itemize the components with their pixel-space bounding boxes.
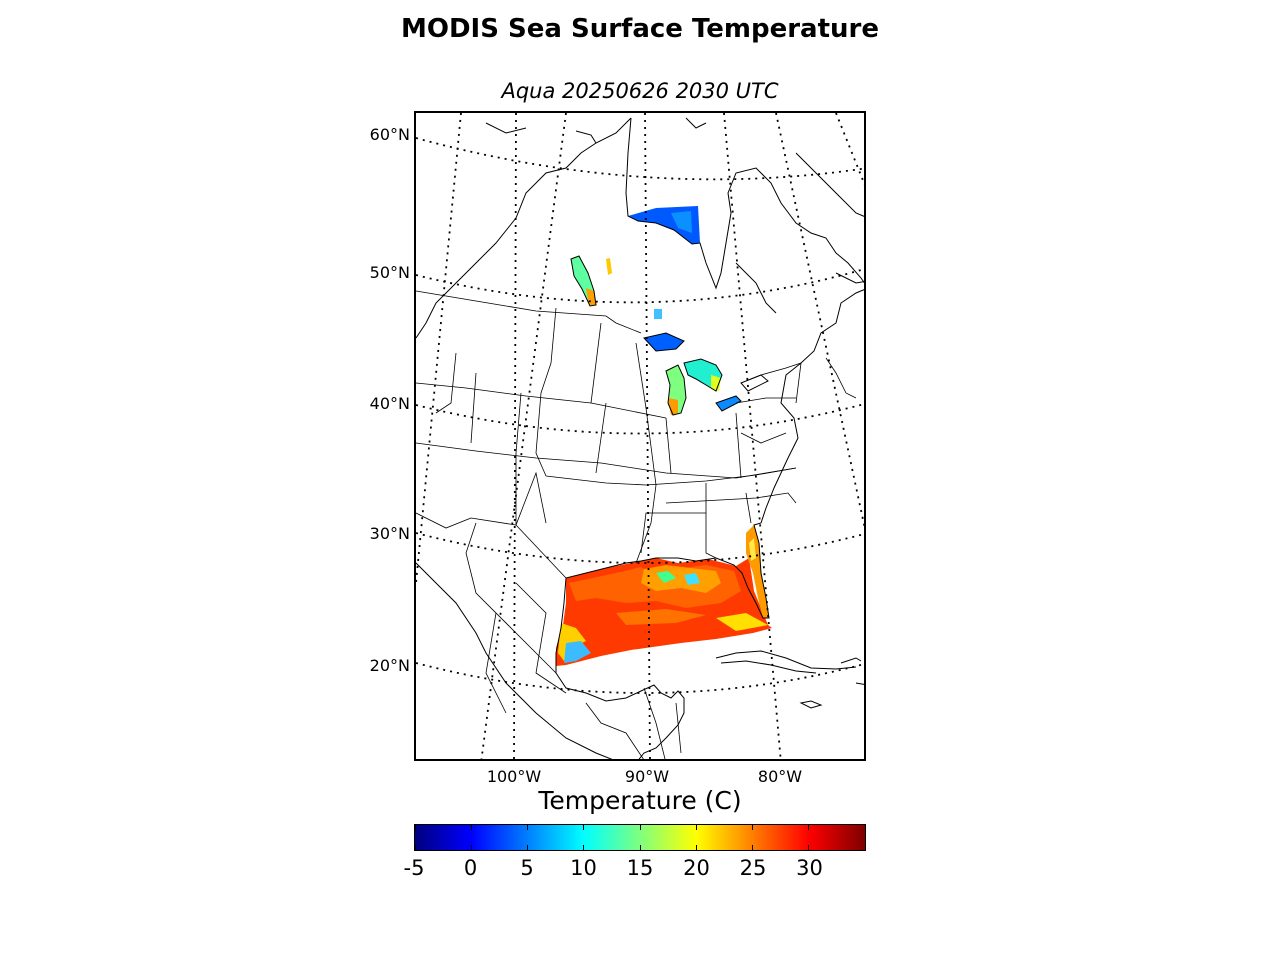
lon-label-100w: 100°W bbox=[486, 767, 542, 786]
colorbar-tick-mark bbox=[807, 825, 809, 830]
colorbar-tick-label: 30 bbox=[796, 856, 823, 880]
colorbar-tick-mark bbox=[527, 825, 529, 830]
map-frame bbox=[414, 111, 866, 761]
colorbar-tick-label: 25 bbox=[739, 856, 767, 880]
colorbar-tick-mark bbox=[471, 845, 473, 850]
figure-subtitle: Aqua 20250626 2030 UTC bbox=[501, 79, 779, 103]
colorbar-tick-mark bbox=[583, 825, 585, 830]
lon-label-80w: 80°W bbox=[757, 767, 803, 786]
colorbar-tick-label: 0 bbox=[463, 856, 478, 880]
map-canvas bbox=[416, 113, 864, 759]
colorbar bbox=[414, 824, 866, 851]
colorbar-tick-mark bbox=[807, 845, 809, 850]
colorbar-tick-label: 15 bbox=[626, 856, 654, 880]
lat-label-20n: 20°N bbox=[369, 656, 410, 675]
coastlines bbox=[416, 117, 864, 759]
lat-label-60n: 60°N bbox=[369, 125, 410, 144]
colorbar-tick-mark bbox=[639, 845, 641, 850]
colorbar-tick-mark bbox=[415, 845, 416, 850]
colorbar-tick-mark bbox=[527, 845, 529, 850]
colorbar-tick-mark bbox=[751, 845, 753, 850]
colorbar-tick-label: 5 bbox=[520, 856, 534, 880]
lat-label-50n: 50°N bbox=[369, 263, 410, 282]
colorbar-tick-label: 10 bbox=[570, 856, 597, 880]
sst-gulf-of-mexico bbox=[556, 558, 772, 666]
colorbar-tick-mark bbox=[471, 825, 473, 830]
graticule bbox=[416, 113, 864, 759]
colorbar-tick-mark bbox=[415, 825, 416, 830]
colorbar-tick-label: 20 bbox=[683, 856, 710, 880]
lat-label-30n: 30°N bbox=[369, 524, 410, 543]
colorbar-tick-label: -5 bbox=[403, 856, 425, 880]
colorbar-tick-mark bbox=[751, 825, 753, 830]
colorbar-tick-mark bbox=[695, 825, 697, 830]
colorbar-label: Temperature (C) bbox=[538, 786, 742, 815]
lat-label-40n: 40°N bbox=[369, 394, 410, 413]
colorbar-tick-mark bbox=[583, 845, 585, 850]
colorbar-tick-mark bbox=[695, 845, 697, 850]
sst-great-lakes bbox=[644, 309, 741, 415]
colorbar-tick-mark bbox=[639, 825, 641, 830]
political-boundaries bbox=[416, 290, 857, 759]
figure-title: MODIS Sea Surface Temperature bbox=[401, 14, 879, 44]
lon-label-90w: 90°W bbox=[624, 767, 670, 786]
